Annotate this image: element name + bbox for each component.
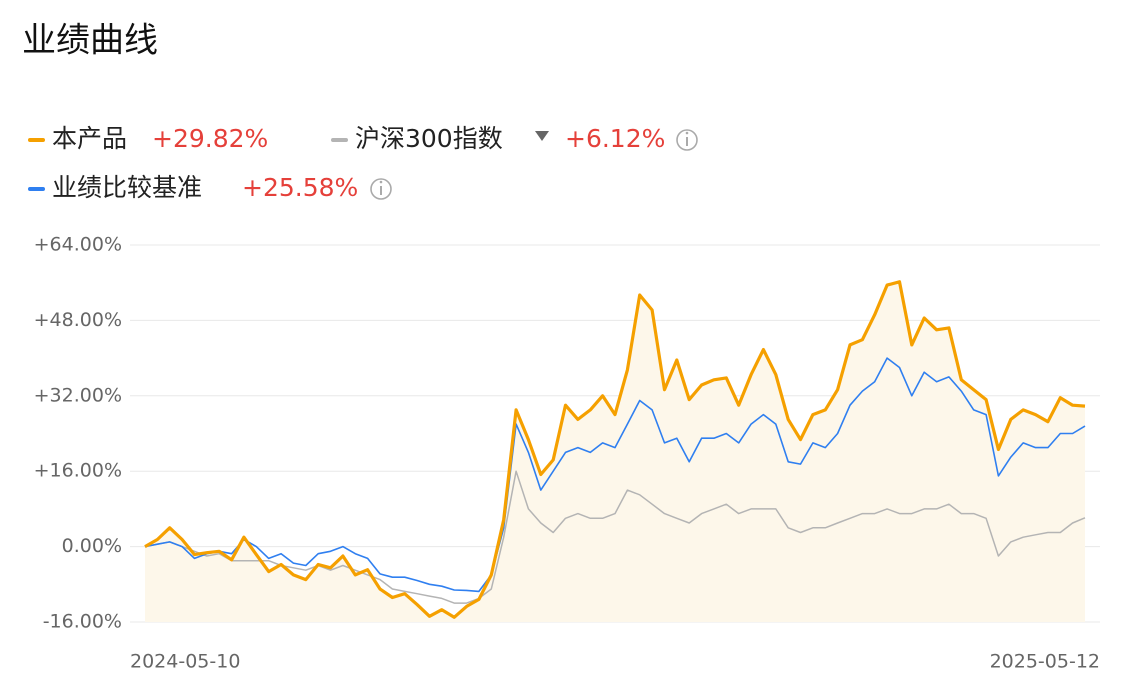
y-tick-label: +16.00% bbox=[34, 460, 122, 482]
chart-title: 业绩曲线 bbox=[22, 21, 158, 61]
legend-return: +29.82% bbox=[152, 124, 268, 153]
legend-return: +25.58% bbox=[242, 173, 358, 202]
x-tick-label: 2024-05-10 bbox=[130, 651, 240, 673]
y-tick-label: -16.00% bbox=[43, 611, 122, 633]
legend-label: 本产品 bbox=[52, 124, 127, 153]
y-tick-label: +48.00% bbox=[34, 309, 122, 331]
legend-label: 业绩比较基准 bbox=[52, 173, 202, 202]
y-tick-label: 0.00% bbox=[62, 535, 122, 557]
info-icon[interactable] bbox=[676, 129, 698, 151]
info-icon[interactable] bbox=[370, 178, 392, 200]
legend-return: +6.12% bbox=[565, 124, 665, 153]
area bbox=[145, 281, 1085, 622]
legend-label: 沪深300指数 bbox=[355, 124, 503, 153]
dropdown-icon[interactable] bbox=[535, 131, 549, 141]
line bbox=[144, 357, 1086, 593]
line bbox=[144, 470, 1086, 604]
x-tick-label: 2025-05-12 bbox=[990, 651, 1100, 673]
legend: 本产品 +29.82% 沪深300指数 +6.12% 业绩比较基准 +25.58% bbox=[28, 124, 665, 202]
y-tick-label: +64.00% bbox=[34, 234, 122, 256]
y-tick-label: +32.00% bbox=[34, 384, 122, 406]
line bbox=[144, 280, 1086, 619]
